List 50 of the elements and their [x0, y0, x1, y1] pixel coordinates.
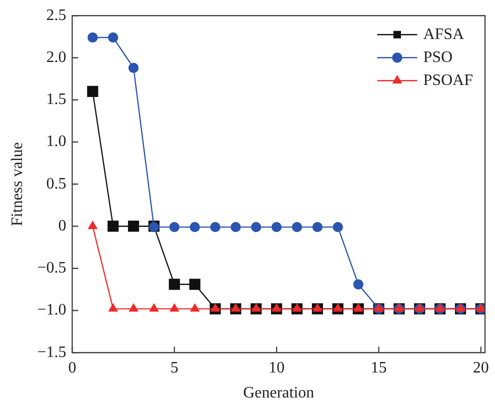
y-tick-label: 0	[58, 217, 66, 234]
point	[88, 32, 98, 43]
legend-label: AFSA	[423, 26, 465, 43]
y-tick-label: −1.5	[37, 344, 66, 361]
point	[190, 304, 200, 312]
point	[189, 278, 200, 290]
point	[353, 279, 364, 290]
point	[231, 304, 240, 312]
y-tick-label: 2.5	[46, 6, 66, 24]
point	[129, 304, 138, 312]
point	[230, 222, 241, 232]
point	[354, 304, 363, 312]
x-tick-label: 15	[370, 359, 387, 376]
y-tick-label: 1.0	[46, 133, 66, 150]
point	[210, 222, 220, 232]
y-axis-title: Fitness value	[8, 142, 26, 226]
y-tick-label: 0.5	[46, 175, 66, 192]
point	[272, 304, 282, 312]
point	[108, 304, 118, 312]
point	[333, 304, 342, 312]
y-tick-label: 1.5	[46, 91, 66, 108]
x-tick-label: 10	[268, 359, 285, 376]
point	[252, 304, 261, 312]
x-tick-label: 20	[472, 359, 489, 376]
point	[170, 304, 179, 312]
point	[108, 220, 119, 232]
legend-label: PSO	[423, 48, 453, 66]
point	[87, 86, 98, 97]
legend-label: PSOAF	[423, 72, 474, 89]
point	[149, 304, 158, 312]
point	[128, 62, 139, 73]
point	[210, 304, 220, 312]
y-tick-label: 2.0	[46, 48, 66, 66]
point	[168, 278, 180, 290]
point	[88, 221, 98, 230]
point	[108, 32, 118, 43]
point	[251, 222, 262, 232]
point	[271, 222, 282, 232]
point	[128, 220, 140, 232]
x-axis-title: Generation	[243, 384, 314, 402]
point	[312, 304, 322, 312]
y-tick-label: −0.5	[37, 260, 66, 277]
y-tick-label: −1.0	[37, 302, 66, 319]
point	[292, 304, 302, 312]
point	[292, 222, 302, 232]
x-tick-label: 5	[170, 359, 178, 376]
point	[190, 222, 200, 232]
point	[312, 222, 323, 232]
point	[332, 222, 343, 232]
point	[169, 222, 180, 232]
